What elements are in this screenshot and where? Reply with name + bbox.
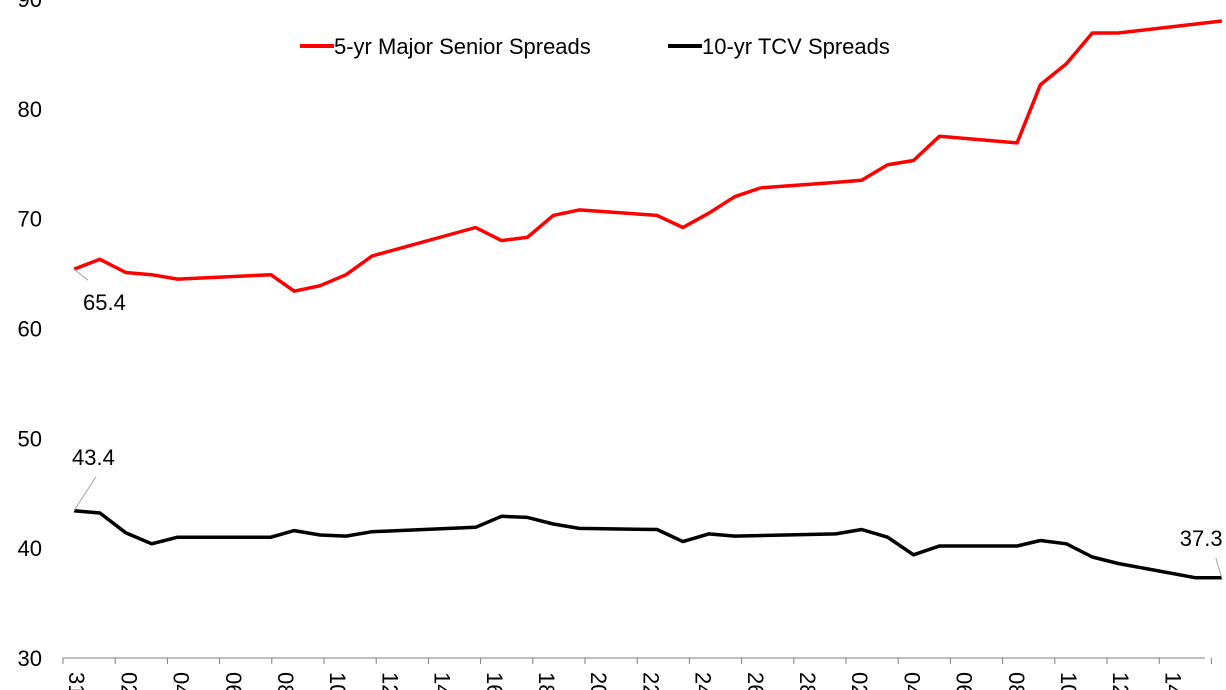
y-tick-label: 40 [18, 536, 42, 561]
data-label: 43.4 [72, 445, 115, 470]
data-labels: 65.4 43.4 37.3 [72, 268, 1223, 578]
x-tick-label: 28 [795, 672, 820, 690]
x-tick-label: 04 [169, 672, 194, 690]
x-tick-label: 26 [743, 672, 768, 690]
x-tick-label: 08 [1004, 672, 1029, 690]
x-tick-label: 16 [482, 672, 507, 690]
series-line-5-yr-major-senior-spreads [73, 19, 1223, 293]
x-tick-label: 18 [534, 672, 559, 690]
data-label-leader [73, 476, 97, 512]
y-tick-label: 50 [18, 426, 42, 451]
y-tick-label: 70 [18, 207, 42, 232]
x-tick-label: 06 [221, 672, 246, 690]
series-lines [73, 19, 1223, 580]
y-tick-label: 60 [18, 317, 42, 342]
x-tick-label: 31 [64, 672, 89, 690]
x-tick-label: 02 [847, 672, 872, 690]
x-tick-label: 24 [691, 672, 716, 690]
legend: 5-yr Major Senior Spreads 10-yr TCV Sprea… [300, 34, 890, 59]
x-tick-label: 12 [1108, 672, 1133, 690]
x-tick-label: 08 [273, 672, 298, 690]
x-tick-label: 20 [586, 672, 611, 690]
x-tick-label: 02 [116, 672, 141, 690]
data-label-leader [1215, 557, 1223, 578]
x-tick-label: 22 [638, 672, 663, 690]
x-tick-label: 10 [325, 672, 350, 690]
y-tick-label: 90 [18, 0, 42, 12]
x-tick-label: 14 [430, 672, 455, 690]
legend-label-5-yr-major-senior-spreads: 5-yr Major Senior Spreads [334, 34, 591, 59]
data-label-leader [73, 268, 89, 281]
y-tick-label: 30 [18, 646, 42, 671]
x-tick-label: 04 [899, 672, 924, 690]
x-axis-ticks: 31 02 04 06 08 10 12 14 16 18 20 22 24 26 28 02 04 06 08 10… [62, 658, 1212, 690]
data-label: 65.4 [83, 290, 126, 315]
series-points [73, 20, 1222, 578]
data-label: 37.3 [1180, 526, 1223, 551]
x-tick-label: 14 [1160, 672, 1185, 690]
x-tick-label: 12 [377, 672, 402, 690]
series-line-10-yr-tcv-spreads [73, 509, 1222, 580]
legend-label-10-yr-tcv-spreads: 10-yr TCV Spreads [702, 34, 890, 59]
x-tick-label: 10 [1056, 672, 1081, 690]
x-tick-label: 06 [952, 672, 977, 690]
y-axis-labels: 30 40 50 60 70 80 90 [18, 0, 42, 671]
y-tick-label: 80 [18, 97, 42, 122]
